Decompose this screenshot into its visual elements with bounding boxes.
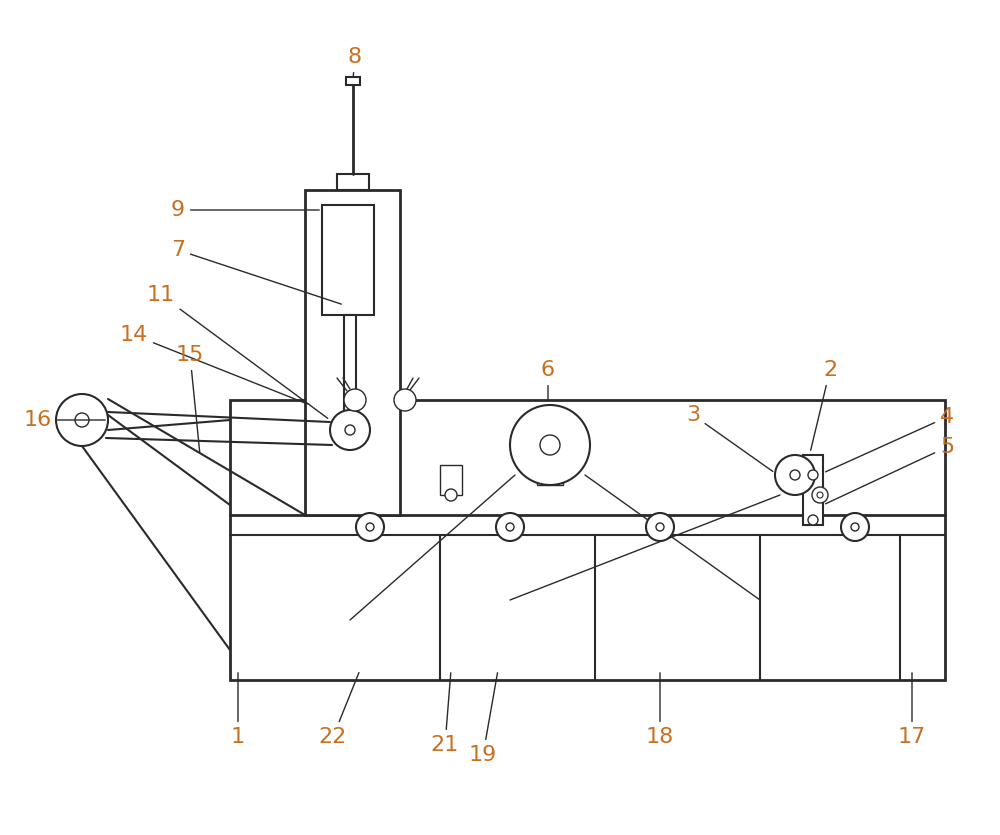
- Circle shape: [656, 523, 664, 531]
- Text: 8: 8: [348, 47, 362, 76]
- Text: 11: 11: [147, 285, 328, 418]
- Bar: [337, 174, 369, 190]
- Circle shape: [790, 470, 800, 480]
- Circle shape: [812, 487, 828, 503]
- Text: 4: 4: [826, 407, 954, 472]
- Bar: [305, 190, 400, 515]
- Text: 3: 3: [686, 405, 773, 472]
- Circle shape: [775, 455, 815, 495]
- Text: 16: 16: [24, 410, 105, 430]
- Circle shape: [510, 405, 590, 485]
- Circle shape: [808, 515, 818, 525]
- Text: 2: 2: [811, 360, 837, 450]
- Circle shape: [851, 523, 859, 531]
- Circle shape: [75, 413, 89, 427]
- Circle shape: [808, 470, 818, 480]
- Circle shape: [345, 425, 355, 435]
- Circle shape: [394, 389, 416, 411]
- Text: 18: 18: [646, 673, 674, 747]
- Text: 19: 19: [469, 673, 498, 765]
- Bar: [803, 455, 823, 525]
- Text: 21: 21: [431, 673, 459, 755]
- Bar: [346, 77, 360, 85]
- Bar: [537, 445, 563, 485]
- Circle shape: [540, 435, 560, 455]
- Circle shape: [445, 489, 457, 501]
- Circle shape: [366, 523, 374, 531]
- Circle shape: [506, 523, 514, 531]
- Bar: [230, 400, 945, 680]
- Text: 1: 1: [231, 673, 245, 747]
- Circle shape: [496, 513, 524, 541]
- Circle shape: [330, 410, 370, 450]
- Text: 15: 15: [176, 345, 204, 453]
- Bar: [322, 205, 374, 315]
- Bar: [344, 315, 356, 425]
- Bar: [440, 465, 462, 495]
- Text: 14: 14: [120, 325, 307, 404]
- Text: 6: 6: [541, 360, 555, 400]
- Circle shape: [841, 513, 869, 541]
- Circle shape: [646, 513, 674, 541]
- Circle shape: [356, 513, 384, 541]
- Circle shape: [344, 389, 366, 411]
- Text: 7: 7: [171, 240, 341, 304]
- Text: 5: 5: [826, 437, 954, 504]
- Text: 9: 9: [171, 200, 319, 220]
- Text: 22: 22: [319, 672, 359, 747]
- Circle shape: [56, 394, 108, 446]
- Circle shape: [817, 492, 823, 498]
- Text: 17: 17: [898, 673, 926, 747]
